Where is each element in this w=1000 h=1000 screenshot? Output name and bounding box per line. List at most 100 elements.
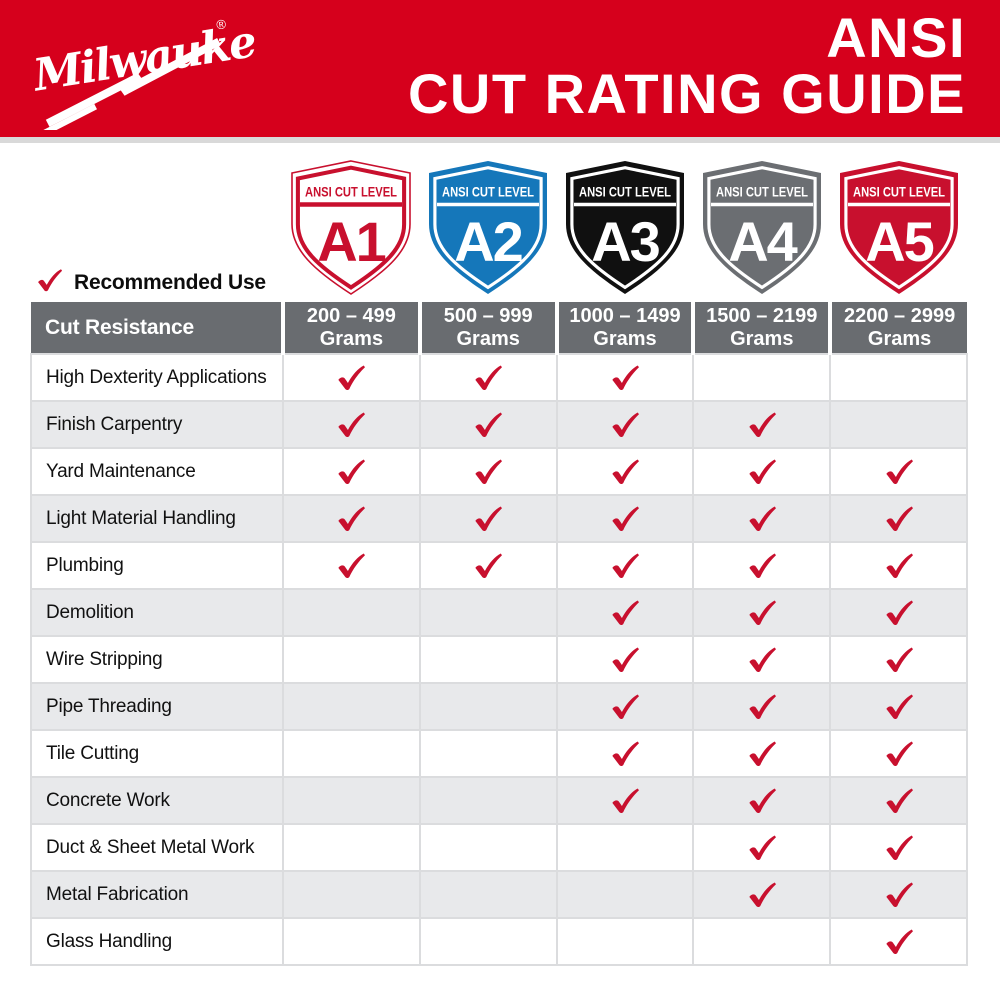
check-cell-a4 <box>692 494 832 543</box>
table-row: Finish Carpentry <box>30 400 968 449</box>
ansi-cut-level-shield-a4: ANSI CUT LEVEL A4 <box>694 158 831 300</box>
check-icon <box>475 459 503 484</box>
check-cell-a5 <box>829 635 968 684</box>
row-label: Demolition <box>30 588 284 637</box>
row-label: Glass Handling <box>30 917 284 966</box>
shield-banner-text: ANSI CUT LEVEL <box>305 184 397 200</box>
empty-cell-a3 <box>555 823 695 872</box>
check-icon <box>475 412 503 437</box>
check-icon <box>612 553 639 578</box>
check-icon <box>612 694 639 719</box>
empty-cell-a5 <box>829 353 968 402</box>
empty-cell-a2 <box>418 682 558 731</box>
check-icon <box>749 788 776 813</box>
page-title: ANSI CUT RATING GUIDE <box>408 10 966 122</box>
check-icon <box>885 506 913 531</box>
column-header-grams-5: 2200 – 2999 Grams <box>828 302 967 354</box>
table-row: Tile Cutting <box>30 729 968 778</box>
check-cell-a2 <box>418 400 558 449</box>
shield-banner-text: ANSI CUT LEVEL <box>579 184 671 200</box>
check-cell-a3 <box>555 588 695 637</box>
check-icon <box>612 412 639 437</box>
title-line-1: ANSI <box>826 6 966 69</box>
check-icon <box>885 647 913 672</box>
check-icon <box>749 412 776 437</box>
table-row: Concrete Work <box>30 776 968 825</box>
shield-level-text: A5 <box>866 210 934 273</box>
check-cell-a1 <box>282 353 421 402</box>
empty-cell-a2 <box>418 917 558 966</box>
check-icon <box>749 647 776 672</box>
row-label: Concrete Work <box>30 776 284 825</box>
check-cell-a5 <box>829 447 968 496</box>
grams-unit: Grams <box>319 327 384 350</box>
check-cell-a5 <box>829 541 968 590</box>
shield-level-text: A2 <box>454 210 522 273</box>
check-icon <box>612 788 639 813</box>
grams-unit: Grams <box>456 327 520 350</box>
check-cell-a3 <box>555 447 695 496</box>
row-label: High Dexterity Applications <box>30 353 284 402</box>
check-cell-a5 <box>829 917 968 966</box>
check-cell-a2 <box>418 541 558 590</box>
check-cell-a3 <box>555 635 695 684</box>
grams-range: 500 – 999 <box>443 305 533 328</box>
check-icon <box>749 694 776 719</box>
legend-label: Recommended Use <box>74 270 266 294</box>
empty-cell-a1 <box>282 729 421 778</box>
recommended-check-icon <box>38 269 63 292</box>
shield-level-text: A1 <box>317 210 385 273</box>
check-icon <box>885 882 913 907</box>
row-label: Pipe Threading <box>30 682 284 731</box>
table-row: High Dexterity Applications <box>30 353 968 402</box>
check-cell-a2 <box>418 494 558 543</box>
check-cell-a3 <box>555 494 695 543</box>
check-cell-a3 <box>555 353 695 402</box>
check-cell-a4 <box>692 682 832 731</box>
milwaukee-logo-icon: Milwaukee ® <box>28 12 285 138</box>
grams-range: 200 – 499 <box>306 305 396 328</box>
check-cell-a3 <box>555 682 695 731</box>
empty-cell-a3 <box>555 917 695 966</box>
check-cell-a5 <box>829 823 968 872</box>
check-cell-a4 <box>692 541 832 590</box>
row-label: Finish Carpentry <box>30 400 284 449</box>
check-cell-a4 <box>692 823 832 872</box>
title-line-2: CUT RATING GUIDE <box>407 62 966 125</box>
check-icon <box>475 365 503 390</box>
check-icon <box>612 741 639 766</box>
check-icon <box>749 882 776 907</box>
check-icon <box>338 506 366 531</box>
table-row: Glass Handling <box>30 917 968 966</box>
table-row: Metal Fabrication <box>30 870 968 919</box>
empty-cell-a2 <box>418 776 558 825</box>
shield-a3-icon: ANSI CUT LEVEL A3 <box>565 161 684 294</box>
check-cell-a4 <box>692 729 832 778</box>
shield-a5-icon: ANSI CUT LEVEL A5 <box>840 161 959 294</box>
check-icon <box>885 788 913 813</box>
shield-banner-text: ANSI CUT LEVEL <box>442 184 534 200</box>
empty-cell-a1 <box>282 682 421 731</box>
check-cell-a2 <box>418 353 558 402</box>
shield-banner-text: ANSI CUT LEVEL <box>716 184 808 200</box>
check-icon <box>475 553 503 578</box>
row-label: Tile Cutting <box>30 729 284 778</box>
table-row: Pipe Threading <box>30 682 968 731</box>
row-label: Metal Fabrication <box>30 870 284 919</box>
empty-cell-a2 <box>418 729 558 778</box>
empty-cell-a1 <box>282 823 421 872</box>
empty-cell-a2 <box>418 588 558 637</box>
empty-cell-a1 <box>282 635 421 684</box>
check-cell-a1 <box>282 541 421 590</box>
check-cell-a3 <box>555 541 695 590</box>
ansi-cut-level-shield-a5: ANSI CUT LEVEL A5 <box>831 158 968 300</box>
check-cell-a3 <box>555 400 695 449</box>
grams-range: 1500 – 2199 <box>706 305 818 328</box>
table-row: Plumbing <box>30 541 968 590</box>
table-row: Light Material Handling <box>30 494 968 543</box>
cut-rating-table: Cut Resistance 200 – 499 Grams 500 – 999 Gr… <box>30 302 968 966</box>
table-row: Duct & Sheet Metal Work <box>30 823 968 872</box>
table-row: Demolition <box>30 588 968 637</box>
check-cell-a5 <box>829 682 968 731</box>
grams-unit: Grams <box>730 327 794 350</box>
